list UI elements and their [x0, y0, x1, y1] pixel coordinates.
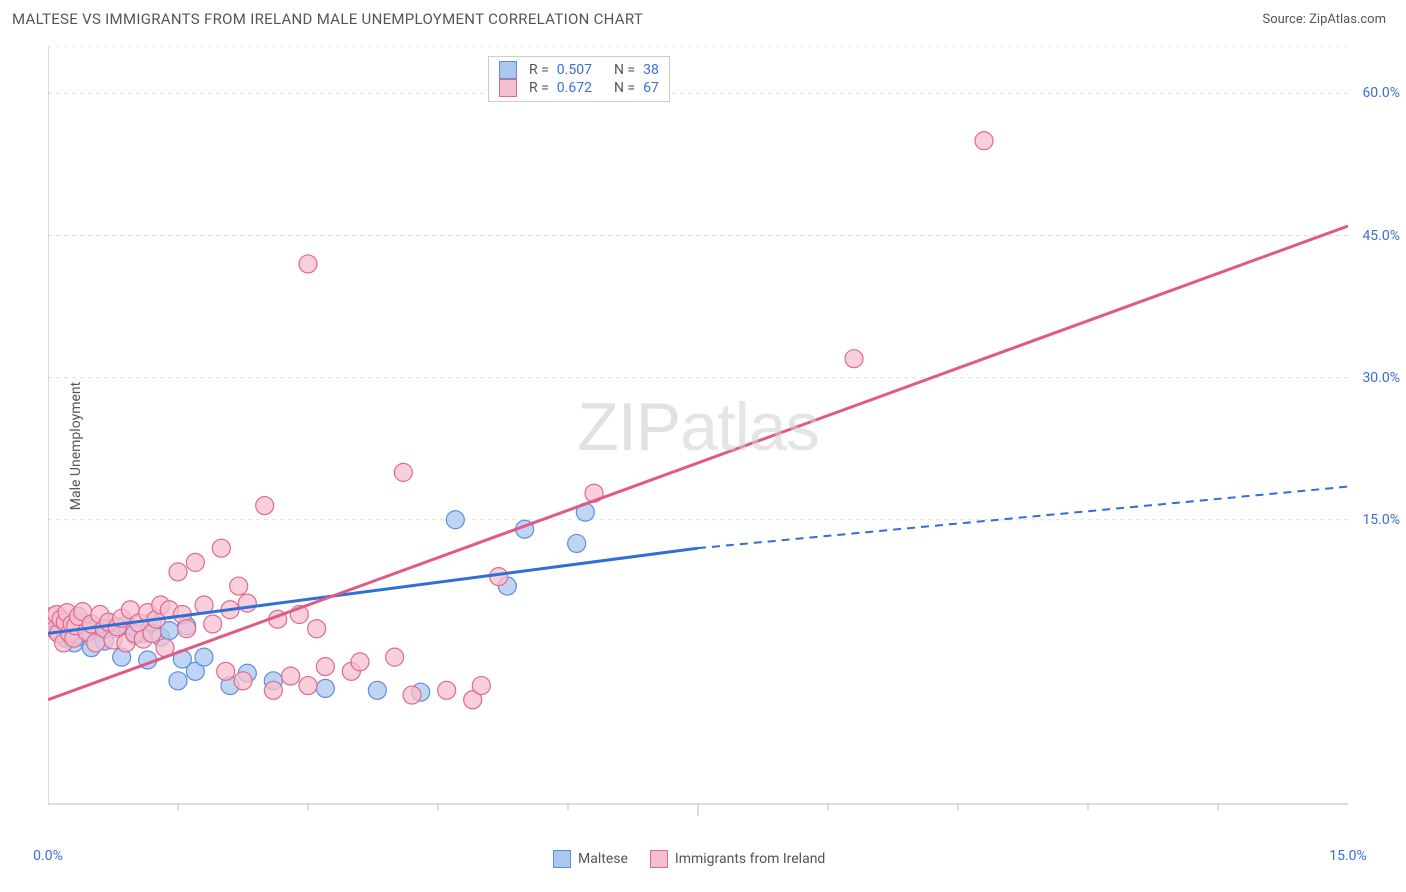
n-value: 67 [643, 80, 659, 96]
legend-swatch [499, 61, 517, 79]
legend-swatch [499, 79, 517, 97]
r-label: R = [529, 62, 549, 78]
chart-svg [48, 46, 1348, 840]
legend-swatch [553, 850, 571, 868]
x-tick-label: 0.0% [33, 848, 63, 864]
n-value: 38 [643, 62, 659, 78]
y-tick-label: 30.0% [1362, 370, 1400, 386]
correlation-chart: ZIPatlas R =0.507 N =38 R =0.672 N =67 M… [48, 46, 1348, 840]
legend-correlation: R = 0.507 N = 38 R = 0.672 N = 67 [488, 56, 670, 102]
legend-series: Maltese Immigrants from Ireland [553, 850, 825, 868]
legend-item: Maltese [553, 850, 628, 868]
source-label: Source: ZipAtlas.com [1262, 12, 1386, 27]
legend-swatch [650, 850, 668, 868]
y-tick-label: 45.0% [1362, 228, 1400, 244]
r-value: 0.507 [557, 62, 592, 78]
chart-title: MALTESE VS IMMIGRANTS FROM IRELAND MALE … [12, 10, 643, 28]
y-tick-label: 15.0% [1362, 512, 1400, 528]
legend-item: Immigrants from Ireland [650, 850, 825, 868]
n-label: N = [614, 80, 635, 96]
legend-row: R = 0.507 N = 38 [499, 61, 659, 79]
y-tick-label: 60.0% [1362, 85, 1400, 101]
x-tick-label: 15.0% [1329, 848, 1367, 864]
n-label: N = [614, 62, 635, 78]
r-label: R = [529, 80, 549, 96]
r-value: 0.672 [557, 80, 592, 96]
legend-label: Maltese [578, 851, 628, 867]
legend-row: R = 0.672 N = 67 [499, 79, 659, 97]
legend-label: Immigrants from Ireland [675, 851, 825, 867]
